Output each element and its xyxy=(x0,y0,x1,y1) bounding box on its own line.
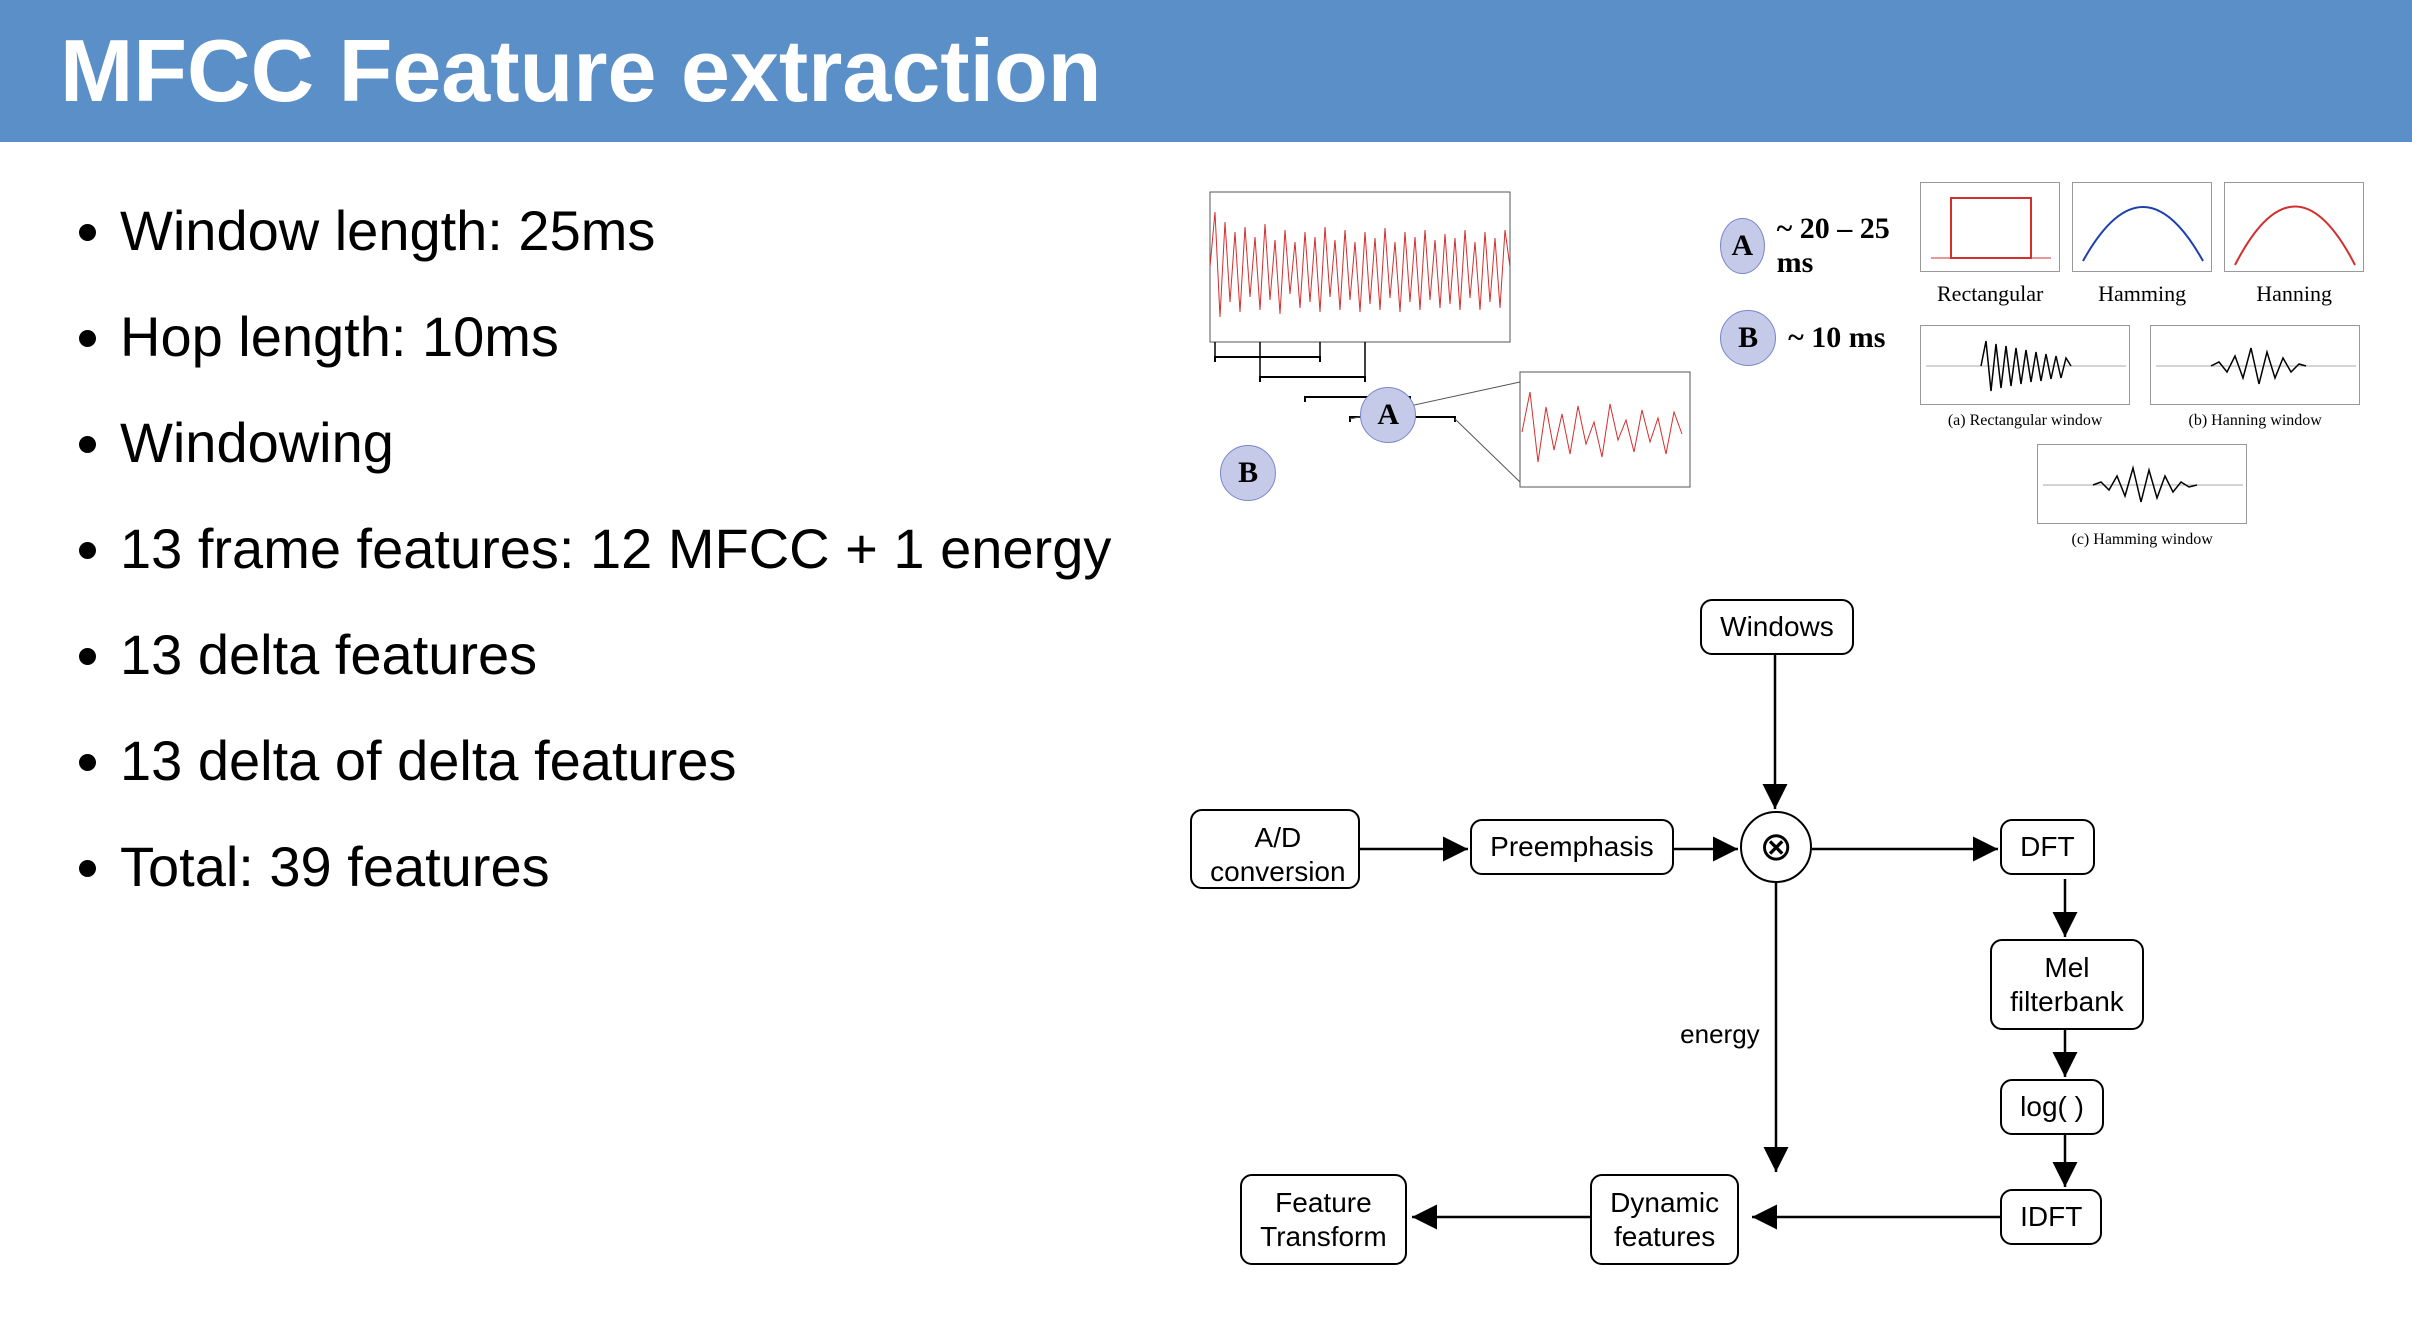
windowed-signal-plot: (c) Hamming window xyxy=(2037,444,2247,549)
content-area: Window length: 25ms Hop length: 10ms Win… xyxy=(0,142,2412,1299)
windowed-signal-plot: (b) Hanning window xyxy=(2150,325,2360,430)
flow-edge-label-energy: energy xyxy=(1680,1019,1760,1050)
flow-node-label: Windows xyxy=(1720,611,1834,642)
bullet-item: 13 delta features xyxy=(120,606,1160,704)
flow-node-dynamic: Dynamic features xyxy=(1590,1174,1739,1265)
annot-badge-a: A xyxy=(1720,218,1764,274)
flow-node-windows: Windows xyxy=(1700,599,1854,655)
title-bar: MFCC Feature extraction xyxy=(0,0,2412,142)
windowed-signal-plot: (a) Rectangular window xyxy=(1920,325,2130,430)
page-title: MFCC Feature extraction xyxy=(60,21,1102,120)
bullet-item: 13 frame features: 12 MFCC + 1 energy xyxy=(120,500,1160,598)
figures-panel: A B A ~ 20 – 25 ms B ~ 10 ms xyxy=(1160,182,2364,1259)
bullet-item: Window length: 25ms xyxy=(120,182,1160,280)
annot-b-text: ~ 10 ms xyxy=(1788,321,1885,355)
flow-node-label: Feature Transform xyxy=(1260,1186,1387,1253)
flow-node-label: log( ) xyxy=(2020,1091,2084,1122)
window-shape-plot: Hanning xyxy=(2224,182,2364,307)
multiply-icon: ⊗ xyxy=(1759,824,1793,870)
window-shape-label: Hamming xyxy=(2072,281,2212,307)
bullet-item: 13 delta of delta features xyxy=(120,712,1160,810)
windowing-badge-b: B xyxy=(1220,445,1276,501)
bullet-list: Window length: 25ms Hop length: 10ms Win… xyxy=(60,182,1160,1259)
bullet-item: Total: 39 features xyxy=(120,818,1160,916)
flow-node-idft: IDFT xyxy=(2000,1189,2102,1245)
flow-node-dft: DFT xyxy=(2000,819,2094,875)
flow-node-label: Dynamic features xyxy=(1610,1186,1719,1253)
flow-node-mel: Mel filterbank xyxy=(1990,939,2144,1030)
windowed-caption: (a) Rectangular window xyxy=(1920,412,2130,430)
flow-node-label: Mel filterbank xyxy=(2010,951,2124,1018)
flow-node-label: A/D conversion xyxy=(1210,821,1345,888)
flow-node-multiply: ⊗ xyxy=(1740,811,1812,883)
window-shape-plot: Rectangular xyxy=(1920,182,2060,307)
bullet-item: Hop length: 10ms xyxy=(120,288,1160,386)
windowing-annotations: A ~ 20 – 25 ms B ~ 10 ms xyxy=(1720,182,1900,549)
windowing-figure: A B xyxy=(1160,182,1700,549)
figure-row-top: A B A ~ 20 – 25 ms B ~ 10 ms xyxy=(1160,182,2364,549)
windowed-caption: (c) Hamming window xyxy=(2037,531,2247,549)
window-shapes: Rectangular Hamming Hanning xyxy=(1920,182,2364,549)
window-shape-label: Rectangular xyxy=(1920,281,2060,307)
flowchart-edges xyxy=(1160,579,2180,1259)
mfcc-flowchart: A/D conversion Preemphasis Windows ⊗ DFT… xyxy=(1160,579,2364,1259)
flow-node-feature-transform: Feature Transform xyxy=(1240,1174,1407,1265)
windowed-caption: (b) Hanning window xyxy=(2150,412,2360,430)
window-shape-plot: Hamming xyxy=(2072,182,2212,307)
flow-node-preemphasis: Preemphasis xyxy=(1470,819,1673,875)
flow-node-ad: A/D conversion xyxy=(1190,809,1360,889)
bullet-item: Windowing xyxy=(120,394,1160,492)
flow-node-label: Preemphasis xyxy=(1490,831,1653,862)
flow-node-label: DFT xyxy=(2020,831,2074,862)
annot-badge-b: B xyxy=(1720,310,1776,366)
annot-a-text: ~ 20 – 25 ms xyxy=(1777,212,1901,280)
window-shape-label: Hanning xyxy=(2224,281,2364,307)
windowing-badge-a: A xyxy=(1360,387,1416,443)
flow-node-label: IDFT xyxy=(2020,1201,2082,1232)
flow-node-log: log( ) xyxy=(2000,1079,2104,1135)
